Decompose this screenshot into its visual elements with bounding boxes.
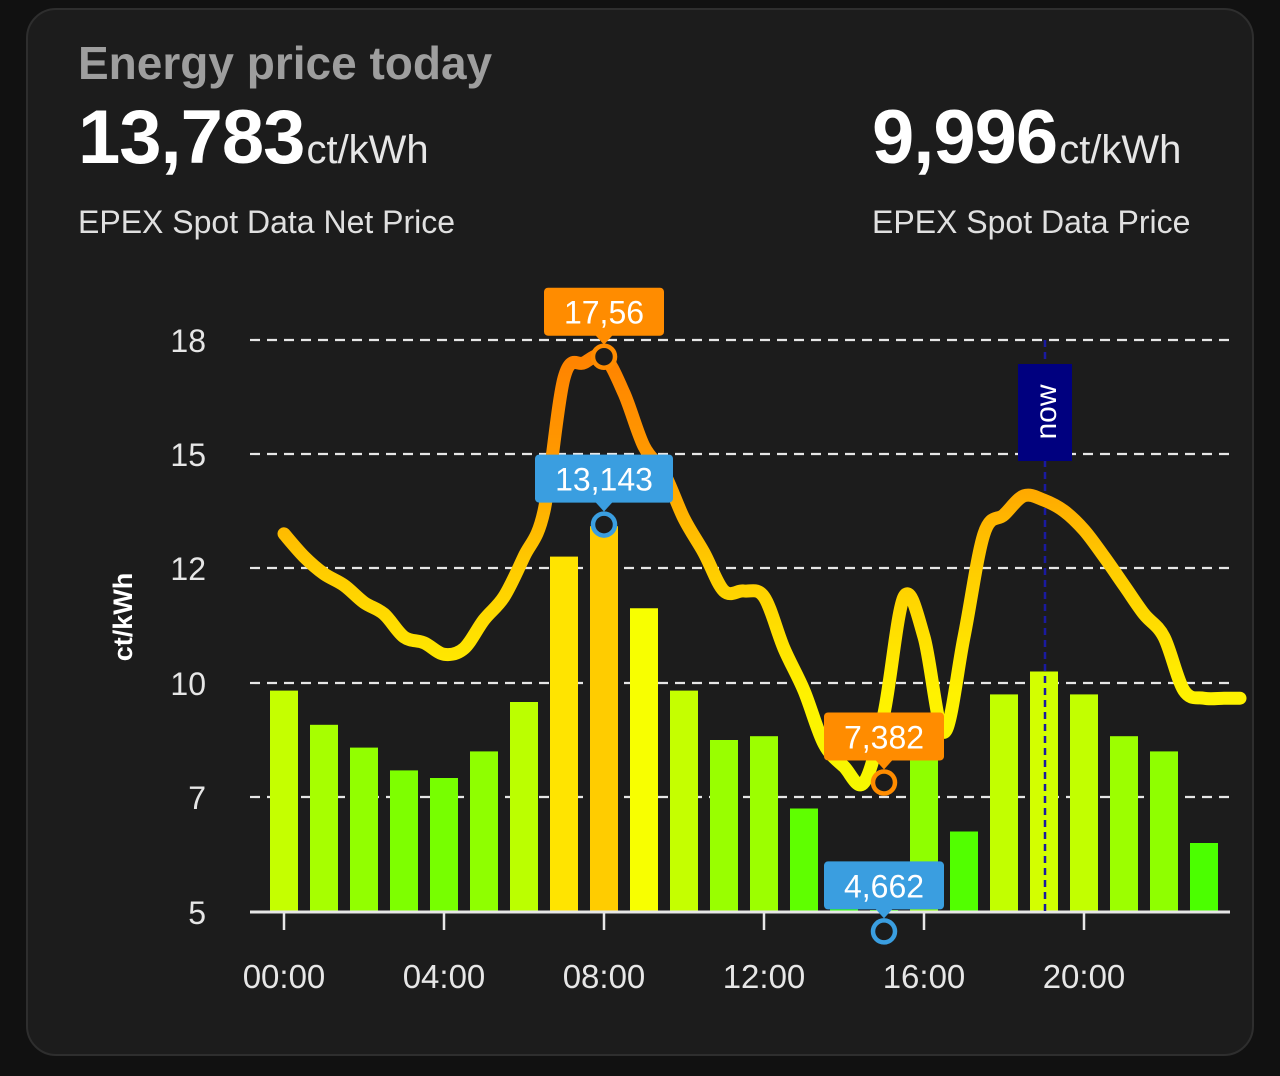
bar [350, 747, 378, 912]
bar [310, 724, 338, 912]
bar [470, 751, 498, 912]
spot-price-entity[interactable]: 9,996ct/kWh EPEX Spot Data Price [872, 100, 1190, 241]
y-tick-label: 18 [170, 323, 206, 359]
bar [1110, 736, 1138, 912]
bar-min-marker [870, 918, 898, 945]
bar [390, 770, 418, 912]
bar-min-pointer [875, 908, 893, 919]
bar [510, 702, 538, 912]
now-marker: now [1018, 340, 1072, 912]
card-title: Energy price today [78, 37, 493, 89]
bar [710, 740, 738, 912]
bar [950, 831, 978, 912]
bar [1150, 751, 1178, 912]
bar [630, 608, 658, 912]
x-tick-label: 00:00 [243, 958, 326, 995]
net-price-unit: ct/kWh [306, 128, 429, 172]
net-price-entity[interactable]: 13,783ct/kWh EPEX Spot Data Net Price [78, 100, 455, 241]
x-tick-label: 04:00 [403, 958, 486, 995]
bar [430, 778, 458, 912]
bar [790, 808, 818, 912]
x-tick-label: 16:00 [883, 958, 966, 995]
line-max-badge [544, 287, 664, 336]
x-axis: 00:00 04:00 08:00 12:00 16:00 20:00 [243, 910, 1230, 995]
bar-max-badge [535, 454, 673, 503]
net-price-value: 13,783 [78, 95, 305, 180]
bar-max-label: 13,143 [555, 462, 653, 498]
line-series [277, 348, 1247, 792]
y-tick-label: 10 [170, 666, 206, 702]
line-min-marker [870, 769, 898, 796]
y-tick-label: 7 [188, 780, 206, 816]
bar-min-badge [824, 861, 944, 910]
line-min-pointer [875, 759, 893, 770]
bar [270, 690, 298, 912]
line-min-label: 7,382 [844, 719, 924, 755]
bar [990, 694, 1018, 912]
price-line [277, 348, 1247, 792]
bar [1070, 694, 1098, 912]
y-axis-label: ct/kWh [108, 573, 138, 662]
line-max-label: 17,56 [564, 295, 644, 331]
y-tick-label: 15 [170, 437, 206, 473]
bar [590, 526, 618, 912]
x-tick-label: 20:00 [1043, 958, 1126, 995]
spot-price-label: EPEX Spot Data Price [872, 204, 1191, 240]
bar-max-pointer [595, 501, 613, 512]
bar [550, 556, 578, 912]
now-label: now [1030, 384, 1063, 439]
y-axis: 5 7 10 12 15 18 [170, 323, 206, 931]
bar [670, 690, 698, 912]
bar [1190, 843, 1218, 912]
bar-series [270, 526, 1218, 912]
line-max-pointer [595, 334, 613, 345]
line-min-badge [824, 712, 944, 761]
annotations: 17,56 7,382 13,143 4,662 [535, 287, 944, 945]
bar-min-label: 4,662 [844, 868, 924, 904]
line-max-marker [590, 343, 618, 370]
spot-price-value: 9,996 [872, 95, 1058, 180]
y-tick-label: 12 [170, 551, 206, 587]
net-price-label: EPEX Spot Data Net Price [78, 204, 456, 240]
x-tick-label: 12:00 [723, 958, 806, 995]
bar [750, 736, 778, 912]
y-tick-label: 5 [188, 895, 206, 931]
bar-max-marker [590, 511, 618, 538]
spot-price-unit: ct/kWh [1059, 128, 1182, 172]
bar [1030, 671, 1058, 912]
now-badge [1018, 364, 1072, 461]
x-tick-label: 08:00 [563, 958, 646, 995]
